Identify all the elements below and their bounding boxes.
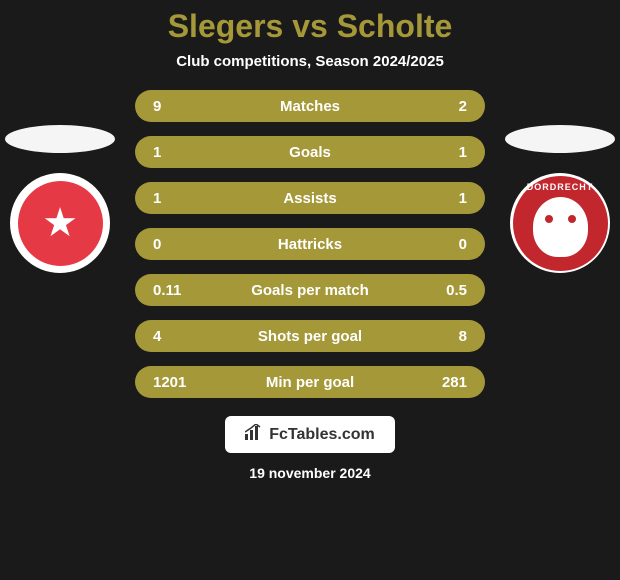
stat-left-value: 1 bbox=[153, 190, 161, 207]
stat-left-value: 0.11 bbox=[153, 282, 181, 299]
stat-row: 4 Shots per goal 8 bbox=[135, 320, 485, 352]
page-title: Slegers vs Scholte bbox=[168, 8, 453, 45]
stat-left-value: 4 bbox=[153, 328, 161, 345]
stat-row: 1 Assists 1 bbox=[135, 182, 485, 214]
sheep-eye-right bbox=[568, 215, 576, 223]
team-right-logo-inner: DORDRECHT bbox=[513, 176, 608, 271]
sheep-icon bbox=[533, 197, 588, 257]
star-icon: ★ bbox=[42, 200, 78, 246]
stat-label: Min per goal bbox=[266, 374, 354, 391]
chart-svg-icon bbox=[245, 424, 263, 440]
player-right-photo bbox=[505, 125, 615, 153]
stat-left-value: 9 bbox=[153, 98, 161, 115]
stat-label: Goals bbox=[289, 144, 331, 161]
stat-right-value: 281 bbox=[442, 374, 467, 391]
comparison-card: Slegers vs Scholte Club competitions, Se… bbox=[0, 0, 620, 580]
stat-label: Shots per goal bbox=[258, 328, 362, 345]
stat-right-value: 1 bbox=[459, 190, 467, 207]
stat-right-value: 8 bbox=[459, 328, 467, 345]
chart-icon bbox=[245, 424, 263, 445]
team-right-logo-text: DORDRECHT bbox=[527, 182, 594, 192]
stat-row: 9 Matches 2 bbox=[135, 90, 485, 122]
stats-area: 9 Matches 2 1 Goals 1 1 Assists 1 0 Hatt… bbox=[135, 90, 485, 398]
stat-left-value: 1201 bbox=[153, 374, 186, 391]
player-right-panel: DORDRECHT bbox=[500, 125, 620, 273]
stat-row: 1 Goals 1 bbox=[135, 136, 485, 168]
stat-label: Assists bbox=[283, 190, 336, 207]
stat-row: 0.11 Goals per match 0.5 bbox=[135, 274, 485, 306]
stat-label: Matches bbox=[280, 98, 340, 115]
stat-right-value: 0.5 bbox=[446, 282, 467, 299]
stat-label: Hattricks bbox=[278, 236, 342, 253]
sheep-eye-left bbox=[545, 215, 553, 223]
subtitle: Club competitions, Season 2024/2025 bbox=[176, 53, 444, 70]
stat-right-value: 2 bbox=[459, 98, 467, 115]
player-left-panel: ★ bbox=[0, 125, 120, 273]
date-label: 19 november 2024 bbox=[249, 465, 370, 481]
stat-label: Goals per match bbox=[251, 282, 369, 299]
stat-right-value: 1 bbox=[459, 144, 467, 161]
stat-row: 0 Hattricks 0 bbox=[135, 228, 485, 260]
footer-brand: FcTables.com bbox=[225, 416, 395, 453]
stat-row: 1201 Min per goal 281 bbox=[135, 366, 485, 398]
team-right-logo: DORDRECHT bbox=[510, 173, 610, 273]
stat-left-value: 0 bbox=[153, 236, 161, 253]
player-left-photo bbox=[5, 125, 115, 153]
stat-right-value: 0 bbox=[459, 236, 467, 253]
team-left-logo-inner: ★ bbox=[18, 181, 103, 266]
team-left-logo: ★ bbox=[10, 173, 110, 273]
stat-left-value: 1 bbox=[153, 144, 161, 161]
footer-brand-text: FcTables.com bbox=[269, 426, 375, 444]
